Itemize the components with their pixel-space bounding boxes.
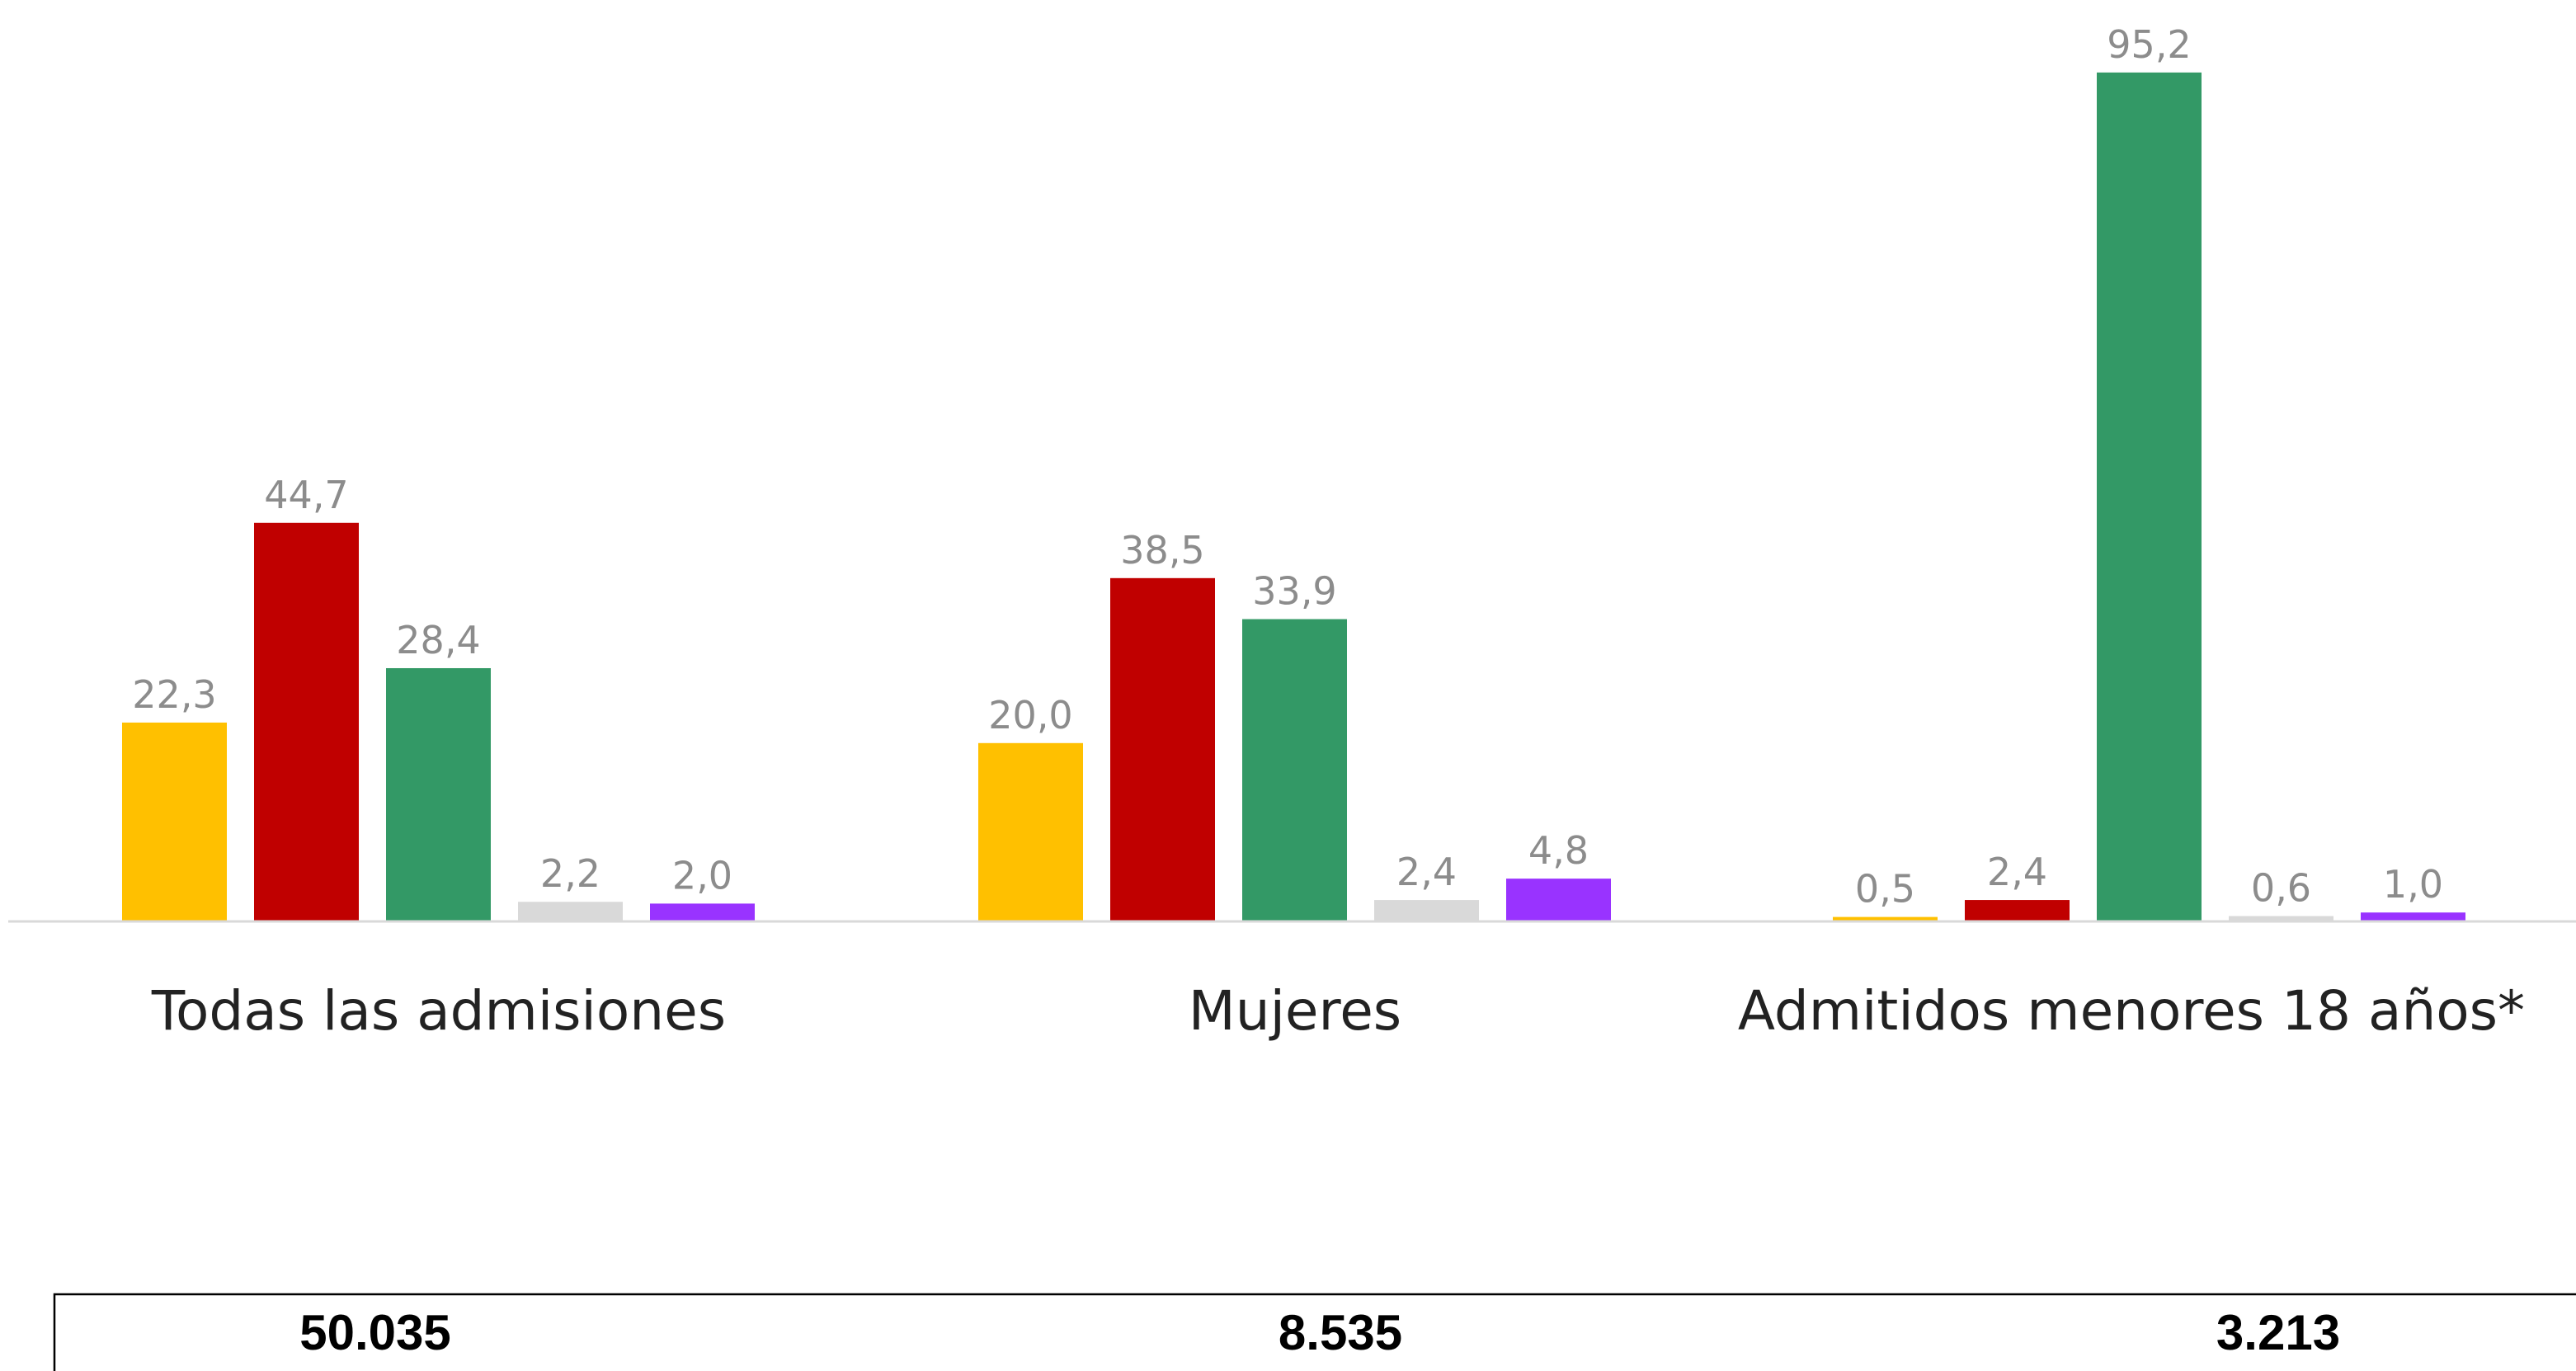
bar-todas-series2 <box>254 522 359 921</box>
value-label-menores-series3: 95,2 <box>2107 22 2191 67</box>
category-label-todas: Todas las admisiones <box>151 979 726 1043</box>
category-label-menores: Admitidos menores 18 años* <box>1738 979 2525 1043</box>
bars-layer <box>122 72 2465 922</box>
value-label-menores-series4: 0,6 <box>2251 866 2311 911</box>
value-label-mujeres-series2: 38,5 <box>1120 528 1204 572</box>
value-label-mujeres-series3: 33,9 <box>1252 569 1336 614</box>
value-label-todas-series1: 22,3 <box>132 672 216 717</box>
bar-todas-series3 <box>386 667 491 921</box>
value-label-todas-series5: 2,0 <box>672 853 732 898</box>
value-label-todas-series4: 2,2 <box>540 851 600 896</box>
value-label-mujeres-series1: 20,0 <box>988 693 1072 737</box>
bar-todas-series4 <box>518 902 623 921</box>
value-label-mujeres-series5: 4,8 <box>1528 828 1589 873</box>
bar-mujeres-series1 <box>978 742 1083 921</box>
bar-menores-series1 <box>1833 916 1938 921</box>
total-todas: 50.035 <box>299 1305 451 1360</box>
value-label-menores-series2: 2,4 <box>1987 850 2047 894</box>
value-label-menores-series5: 1,0 <box>2383 862 2443 907</box>
bar-mujeres-series3 <box>1242 619 1347 921</box>
total-menores: 3.213 <box>2216 1305 2340 1360</box>
value-labels-layer: 22,3 20,0 0,5 44,7 38,5 2,4 28,4 33,9 95,2 2,2 2,4… <box>132 22 2443 912</box>
bar-menores-series3 <box>2097 72 2202 922</box>
total-mujeres: 8.535 <box>1279 1305 1402 1360</box>
category-label-mujeres: Mujeres <box>1189 979 1401 1043</box>
bar-menores-series5 <box>2361 912 2465 921</box>
bar-mujeres-series5 <box>1506 879 1611 921</box>
value-label-menores-series1: 0,5 <box>1855 867 1915 912</box>
value-label-todas-series3: 28,4 <box>396 618 480 662</box>
value-label-mujeres-series4: 2,4 <box>1396 850 1457 894</box>
totals-table-border <box>53 1293 2576 1371</box>
bar-menores-series2 <box>1965 900 2070 921</box>
bar-todas-series5 <box>650 903 755 921</box>
bar-menores-series4 <box>2229 916 2333 921</box>
bar-todas-series1 <box>122 722 227 921</box>
bar-mujeres-series2 <box>1110 577 1215 921</box>
value-label-todas-series2: 44,7 <box>264 473 348 517</box>
bar-mujeres-series4 <box>1374 900 1479 921</box>
